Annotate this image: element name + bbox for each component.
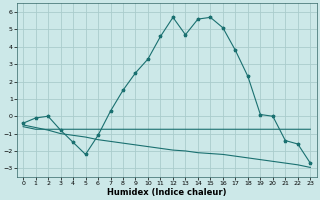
X-axis label: Humidex (Indice chaleur): Humidex (Indice chaleur) <box>107 188 227 197</box>
